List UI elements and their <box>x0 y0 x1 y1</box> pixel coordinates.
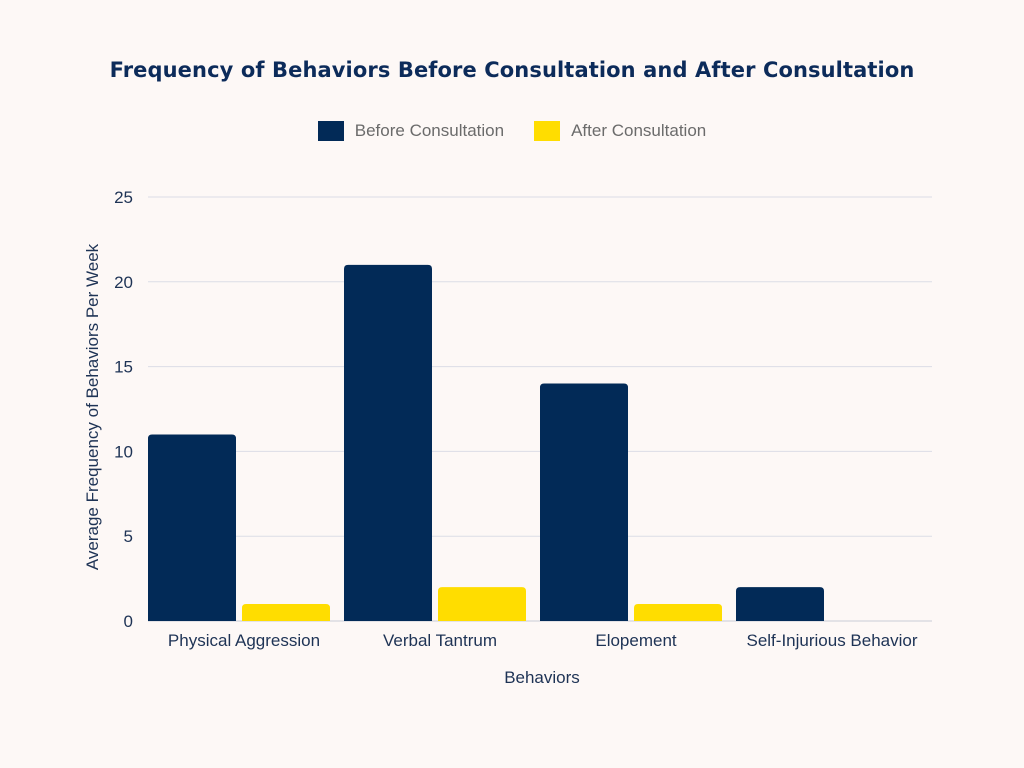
legend-item-before: Before Consultation <box>317 121 505 141</box>
y-tick-label-10: 10 <box>114 442 133 461</box>
legend-swatch-before <box>317 121 344 141</box>
x-tick-label-self-injurious-behavior: Self-Injurious Behavior <box>746 631 917 650</box>
y-axis-title: Average Frequency of Behaviors Per Week <box>83 243 102 570</box>
bar-before-consultation-verbal-tantrum <box>344 264 432 621</box>
y-tick-label-0: 0 <box>124 612 133 631</box>
y-tick-label-5: 5 <box>124 527 133 546</box>
legend-item-after: After Consultation <box>534 121 706 141</box>
x-tick-label-verbal-tantrum: Verbal Tantrum <box>383 631 497 650</box>
legend: Before Consultation After Consultation <box>0 121 1024 141</box>
bar-after-consultation-physical-aggression <box>242 604 330 621</box>
x-tick-label-physical-aggression: Physical Aggression <box>168 631 320 650</box>
bar-after-consultation-elopement <box>634 604 722 621</box>
legend-swatch-after <box>534 121 561 141</box>
bar-after-consultation-verbal-tantrum <box>438 587 526 621</box>
legend-label-after: After Consultation <box>571 121 707 140</box>
y-tick-label-20: 20 <box>114 273 133 292</box>
x-tick-label-elopement: Elopement <box>595 631 677 650</box>
y-tick-label-15: 15 <box>114 358 133 377</box>
legend-label-before: Before Consultation <box>354 121 505 140</box>
y-tick-label-25: 25 <box>114 188 133 207</box>
chart-title: Frequency of Behaviors Before Consultati… <box>109 58 915 82</box>
bar-before-consultation-physical-aggression <box>148 434 236 621</box>
x-axis-title: Behaviors <box>504 668 580 687</box>
bar-before-consultation-elopement <box>540 383 628 621</box>
bar-before-consultation-self-injurious-behavior <box>736 587 824 621</box>
